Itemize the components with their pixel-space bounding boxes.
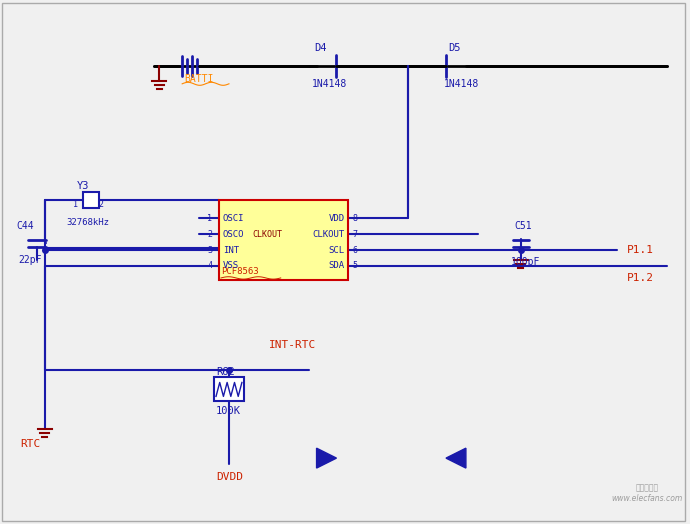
Text: BATTI: BATTI: [184, 74, 213, 84]
Text: VDD: VDD: [328, 214, 344, 223]
Text: CLKOUT: CLKOUT: [253, 230, 283, 238]
Text: D4: D4: [315, 43, 327, 53]
Text: 5: 5: [353, 261, 357, 270]
Text: 1N4148: 1N4148: [444, 79, 480, 89]
Text: P1.1: P1.1: [627, 245, 654, 255]
Text: 8: 8: [353, 214, 357, 223]
Text: 1: 1: [207, 214, 212, 223]
Text: 22pF: 22pF: [18, 255, 41, 265]
Text: 6: 6: [353, 246, 357, 255]
Text: 3: 3: [207, 246, 212, 255]
Bar: [219, 200, 348, 280]
Text: SCL: SCL: [328, 246, 344, 255]
Text: 32768kHz: 32768kHz: [67, 217, 110, 227]
Text: 2: 2: [99, 200, 103, 209]
Text: 1: 1: [72, 200, 78, 209]
Polygon shape: [446, 448, 466, 468]
Text: SDA: SDA: [328, 261, 344, 270]
Text: 1N4148: 1N4148: [312, 79, 347, 89]
Text: 电子发烧友
www.elecfans.com: 电子发烧友 www.elecfans.com: [611, 483, 682, 503]
Text: 7: 7: [353, 230, 357, 238]
Text: RTC: RTC: [20, 439, 40, 449]
Text: OSCO: OSCO: [223, 230, 244, 238]
Text: CLKOUT: CLKOUT: [312, 230, 344, 238]
Text: DVDD: DVDD: [216, 472, 243, 482]
Text: 2: 2: [207, 230, 212, 238]
Polygon shape: [317, 448, 337, 468]
Text: R62: R62: [216, 366, 235, 377]
Text: Y3: Y3: [77, 181, 89, 191]
Text: 100pF: 100pF: [511, 257, 540, 267]
Text: PCF8563: PCF8563: [221, 267, 259, 277]
Text: C51: C51: [515, 221, 532, 231]
Text: INT: INT: [223, 246, 239, 255]
Text: P1.2: P1.2: [627, 273, 654, 283]
Text: 4: 4: [207, 261, 212, 270]
Text: C44: C44: [16, 221, 34, 231]
Text: D5: D5: [448, 43, 460, 53]
Text: OSCI: OSCI: [223, 214, 244, 223]
Bar: [214, 377, 244, 401]
Text: VSS: VSS: [223, 261, 239, 270]
Bar: [83, 192, 99, 208]
Text: 100K: 100K: [216, 406, 241, 417]
Text: INT-RTC: INT-RTC: [269, 340, 316, 350]
